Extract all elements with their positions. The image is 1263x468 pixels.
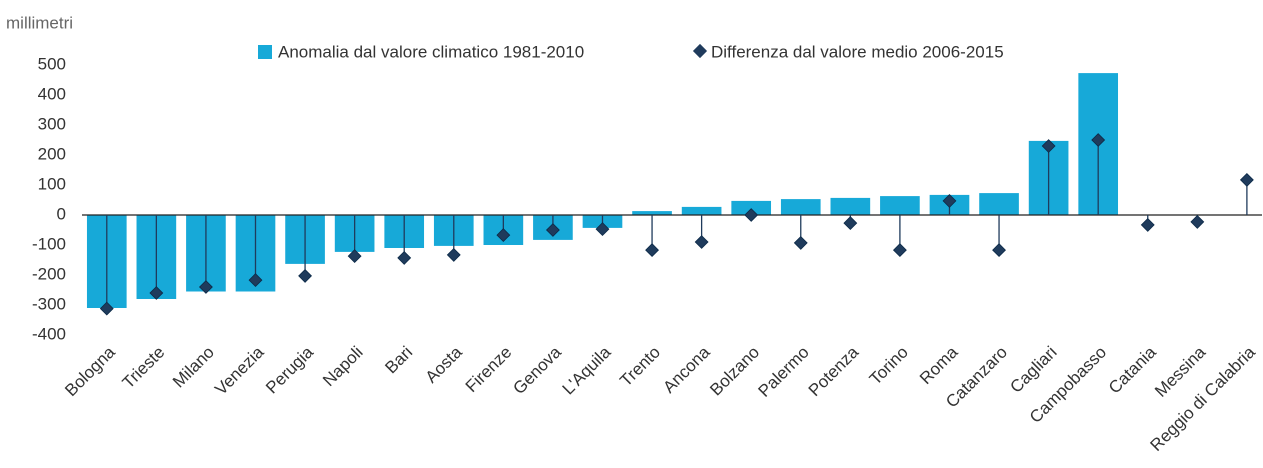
y-tick-label: -100 (32, 234, 66, 253)
y-tick-label: 300 (38, 114, 66, 133)
diamond (446, 247, 461, 262)
bar (830, 197, 871, 215)
diamond (248, 273, 263, 288)
bar (880, 196, 920, 215)
x-tick-label: L'Aquila (559, 342, 615, 398)
diamond (843, 216, 858, 231)
diamond (298, 268, 312, 283)
diamond (99, 301, 114, 316)
diamond (1239, 172, 1254, 187)
legend-label: Differenza dal valore medio 2006-2015 (711, 42, 1004, 61)
x-tick-label: Trento (616, 343, 664, 391)
diamond (595, 222, 610, 237)
x-tick-label: Torino (866, 343, 912, 389)
diamond (149, 286, 164, 300)
diamond (496, 228, 511, 243)
x-tick-label: Bolzano (706, 343, 763, 400)
x-tick-label: Trieste (119, 343, 169, 393)
x-tick-label: Napoli (319, 343, 367, 391)
diamond (1140, 217, 1155, 232)
x-tick-label: Venezia (211, 342, 268, 399)
legend-swatch (692, 43, 708, 59)
x-tick-label: Genova (509, 342, 565, 398)
y-tick-label: -400 (32, 324, 66, 343)
diamond (744, 208, 759, 222)
diamond (1091, 133, 1106, 147)
x-tick-label: Ancona (659, 342, 714, 397)
y-tick-label: 100 (38, 174, 66, 193)
diamond (397, 250, 412, 265)
x-tick-label: Roma (916, 342, 962, 388)
x-tick-label: Firenze (462, 343, 516, 397)
x-tick-label: Milano (169, 343, 218, 392)
legend-swatch (258, 45, 272, 59)
diamond (892, 243, 907, 258)
y-tick-label: 0 (57, 204, 66, 223)
x-tick-label: Aosta (422, 342, 467, 387)
y-tick-label: -200 (32, 264, 66, 283)
diamond (545, 223, 560, 237)
x-tick-label: Bologna (61, 342, 119, 400)
diamond (347, 249, 362, 264)
x-tick-label: Perugia (262, 342, 317, 397)
bar (731, 200, 772, 215)
diamond (1190, 214, 1205, 229)
y-tick-label: 400 (38, 84, 66, 103)
bar (780, 199, 821, 215)
y-axis-title: millimetri (6, 13, 73, 32)
diamond (645, 243, 659, 258)
y-tick-label: 500 (38, 54, 66, 73)
legend-label: Anomalia dal valore climatico 1981-2010 (278, 42, 584, 61)
diamond (942, 193, 957, 208)
x-tick-label: Bari (381, 343, 416, 378)
bar (681, 206, 722, 215)
diamond (1041, 139, 1056, 153)
bar (632, 211, 672, 215)
diamond (992, 243, 1006, 258)
x-tick-label: Palermo (755, 343, 813, 401)
x-tick-label: Potenza (805, 342, 863, 400)
diamond (198, 280, 213, 294)
y-tick-label: 200 (38, 144, 66, 163)
diamond (793, 235, 808, 250)
diamond (694, 235, 709, 249)
bar (979, 193, 1019, 215)
y-tick-label: -300 (32, 294, 66, 313)
